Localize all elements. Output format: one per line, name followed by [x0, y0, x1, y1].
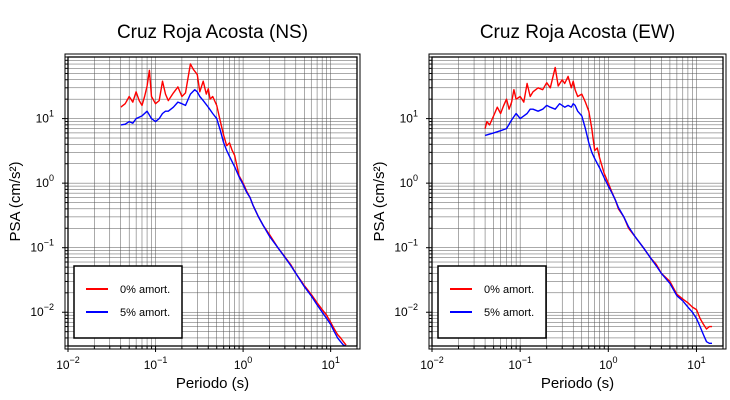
- x-tick-label: 101: [687, 355, 705, 372]
- series-line-undamped: [484, 66, 712, 330]
- chart-panel-1: 10−2 10−1 100 101 10−2 10−1 100 101 Cruz Roja Ac…: [7, 22, 361, 392]
- y-tick-label: 101: [400, 109, 418, 126]
- legend-label: 5% amort.: [484, 307, 534, 319]
- plot-frame-outer: [64, 53, 361, 350]
- x-axis-label: Periodo (s): [541, 375, 614, 392]
- series-line-undamped: [120, 63, 347, 346]
- chart-title: Cruz Roja Acosta (EW): [480, 22, 675, 43]
- plot-frame: [67, 56, 358, 347]
- legend-label: 0% amort.: [120, 284, 170, 296]
- x-tick-label: 100: [234, 355, 252, 372]
- x-tick-label: 101: [321, 355, 339, 372]
- y-tick-label: 10−2: [30, 302, 54, 319]
- y-axis-label: PSA (cm/s²): [371, 161, 388, 241]
- legend: 0% amort. 5% amort.: [437, 265, 547, 339]
- legend-box: [437, 265, 547, 339]
- x-axis-label: Periodo (s): [176, 375, 249, 392]
- y-axis-label: PSA (cm/s²): [7, 161, 24, 241]
- x-tick-label: 10−1: [144, 355, 168, 372]
- y-tick-label: 10−2: [394, 302, 418, 319]
- legend: 0% amort. 5% amort.: [73, 265, 183, 339]
- legend-box: [73, 265, 183, 339]
- legend-label: 0% amort.: [484, 284, 534, 296]
- y-tick-label: 101: [36, 109, 54, 126]
- x-tick-label: 10−2: [56, 355, 80, 372]
- chart-title: Cruz Roja Acosta (NS): [117, 22, 308, 43]
- series-line-damped: [484, 102, 712, 344]
- x-tick-label: 100: [599, 355, 617, 372]
- y-tick-label: 10−1: [394, 238, 418, 255]
- chart-panel-2: 10−2 10−1 100 101 10−2 10−1 100 101 Cruz Roja Ac…: [371, 22, 727, 392]
- x-tick-label: 10−2: [420, 355, 444, 372]
- legend-label: 5% amort.: [120, 307, 170, 319]
- plot-frame: [431, 56, 724, 347]
- y-tick-label: 100: [400, 173, 418, 190]
- x-tick-label: 10−1: [508, 355, 532, 372]
- plot-frame-outer: [428, 53, 727, 350]
- series-line-damped: [120, 88, 347, 346]
- y-tick-label: 10−1: [30, 238, 54, 255]
- y-tick-label: 100: [36, 173, 54, 190]
